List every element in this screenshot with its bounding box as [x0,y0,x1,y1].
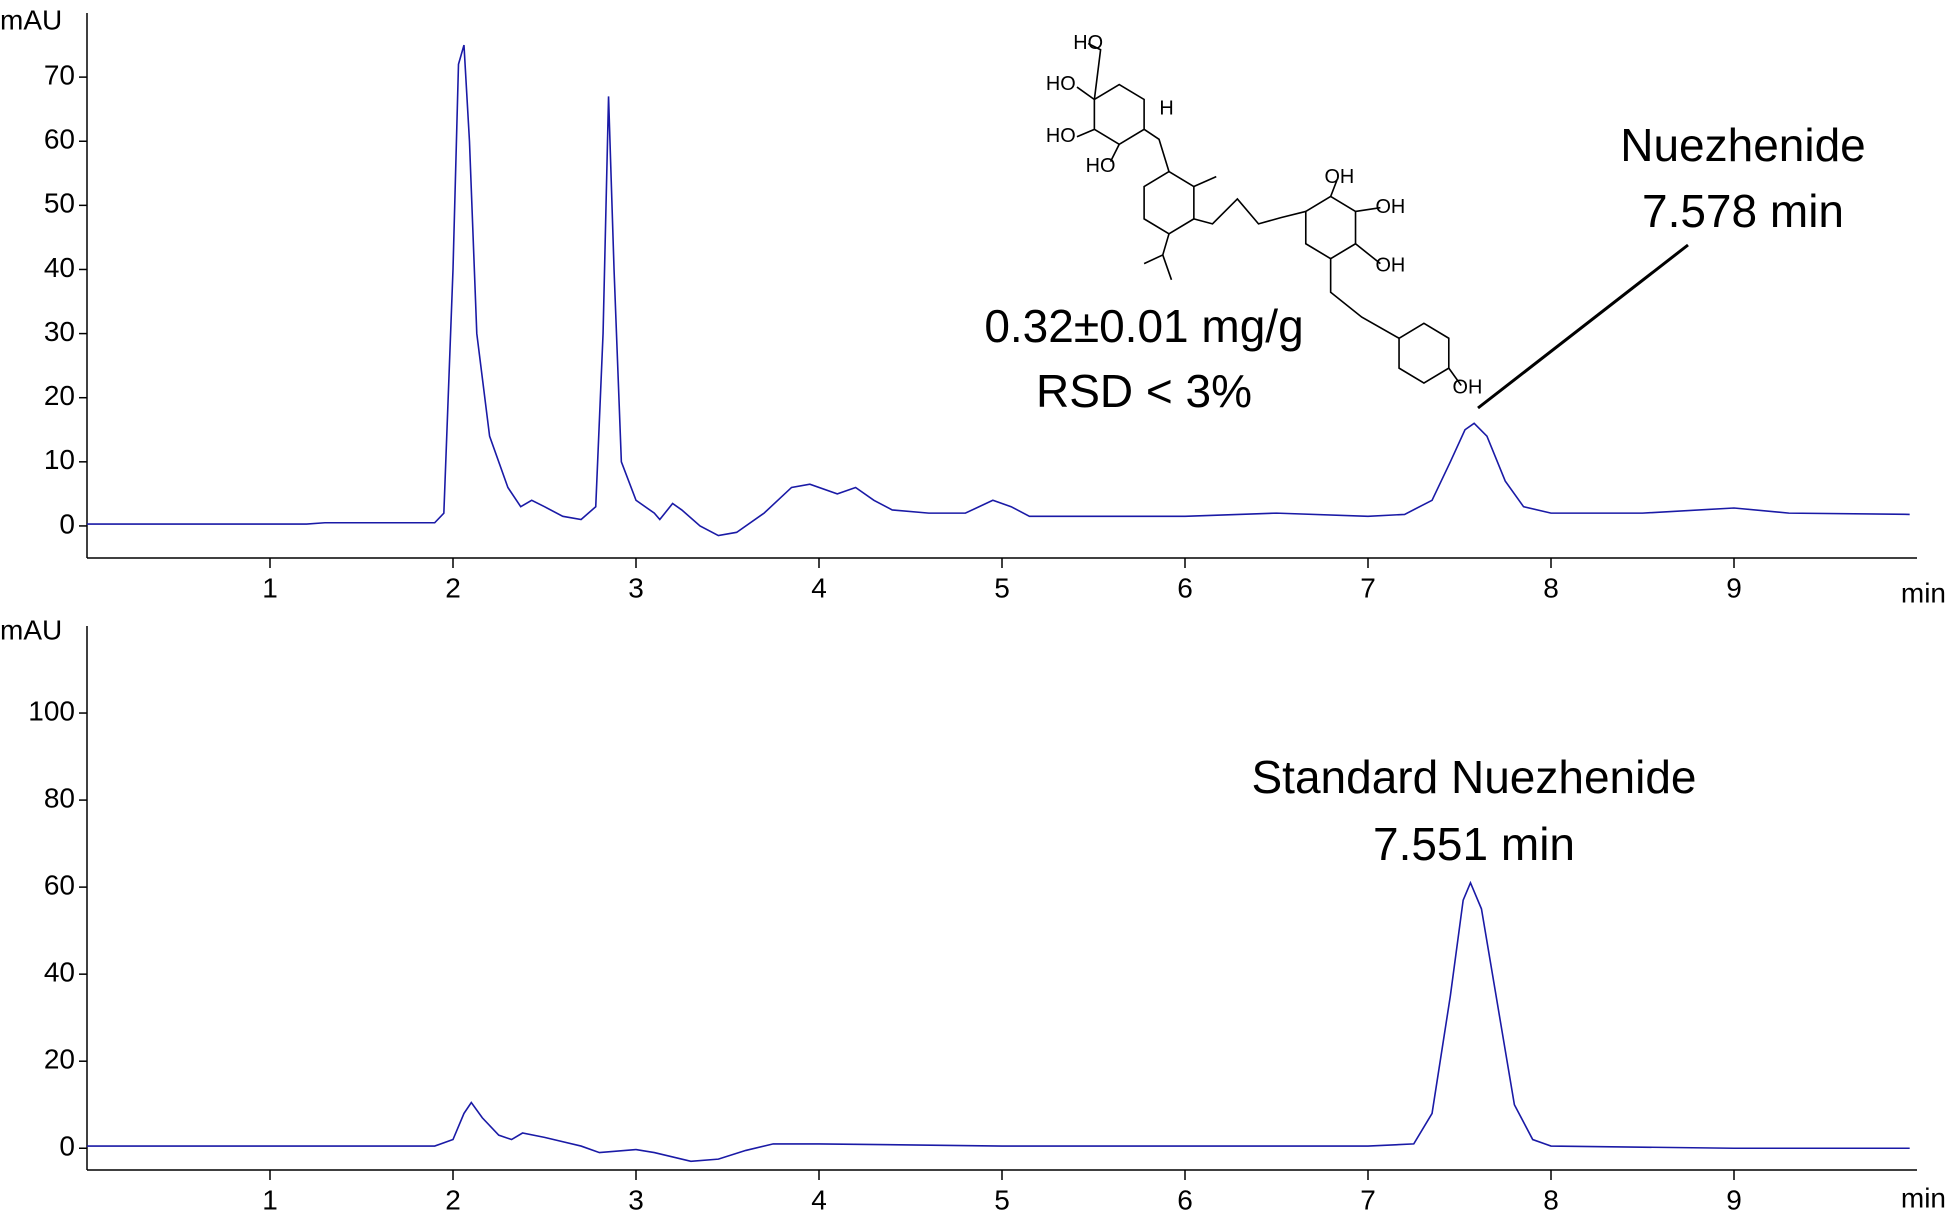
y-tick-label: 40 [44,957,75,988]
annotation: Nuezhenide [1620,119,1866,171]
x-tick-label: 1 [262,1184,278,1215]
x-tick-label: 8 [1543,1184,1559,1215]
annotation: 7.551 min [1373,818,1575,870]
x-tick-label: 9 [1726,1184,1742,1215]
x-axis-label: min [1901,577,1946,608]
x-tick-label: 4 [811,1184,827,1215]
structure-label: OH [1324,166,1354,188]
x-tick-label: 4 [811,572,827,603]
x-tick-label: 2 [445,572,461,603]
y-tick-label: 60 [44,870,75,901]
y-tick-label: 50 [44,188,75,219]
structure-label: HO [1073,32,1103,54]
leader-line [1477,243,1689,410]
structure-label: OH [1453,376,1483,398]
y-tick-label: 20 [44,1044,75,1075]
x-tick-label: 6 [1177,1184,1193,1215]
y-tick-label: 40 [44,252,75,283]
x-tick-label: 7 [1360,1184,1376,1215]
y-tick-label: 60 [44,124,75,155]
x-tick-label: 8 [1543,572,1559,603]
x-tick-label: 6 [1177,572,1193,603]
structure-label: HO [1046,125,1076,147]
y-tick-label: 0 [59,1131,75,1162]
structure-label: H [1159,98,1173,120]
annotation: RSD < 3% [1036,365,1252,417]
y-tick-label: 20 [44,380,75,411]
chemical-structure: HO HO HO HO H OH OH OH OH [1046,32,1482,398]
trace-line [87,44,1910,537]
structure-label: OH [1375,196,1405,218]
x-tick-label: 9 [1726,572,1742,603]
y-tick-label: 70 [44,60,75,91]
structure-label: HO [1086,155,1116,177]
y-tick-label: 100 [28,695,75,726]
annotation: 7.578 min [1642,185,1844,237]
x-tick-label: 5 [994,572,1010,603]
y-tick-label: 0 [59,508,75,539]
x-axis-label: min [1901,1182,1946,1213]
x-tick-label: 1 [262,572,278,603]
structure-label: OH [1375,254,1405,276]
annotation: 0.32±0.01 mg/g [984,300,1303,352]
y-tick-label: 30 [44,316,75,347]
y-axis-label: mAU [0,4,62,35]
y-axis-label: mAU [0,614,62,645]
x-tick-label: 3 [628,572,644,603]
y-tick-label: 80 [44,782,75,813]
structure-label: HO [1046,73,1076,95]
trace-line [87,880,1910,1163]
x-tick-label: 7 [1360,572,1376,603]
x-tick-label: 5 [994,1184,1010,1215]
x-tick-label: 2 [445,1184,461,1215]
y-tick-label: 10 [44,444,75,475]
annotation: Standard Nuezhenide [1252,751,1697,803]
x-tick-label: 3 [628,1184,644,1215]
